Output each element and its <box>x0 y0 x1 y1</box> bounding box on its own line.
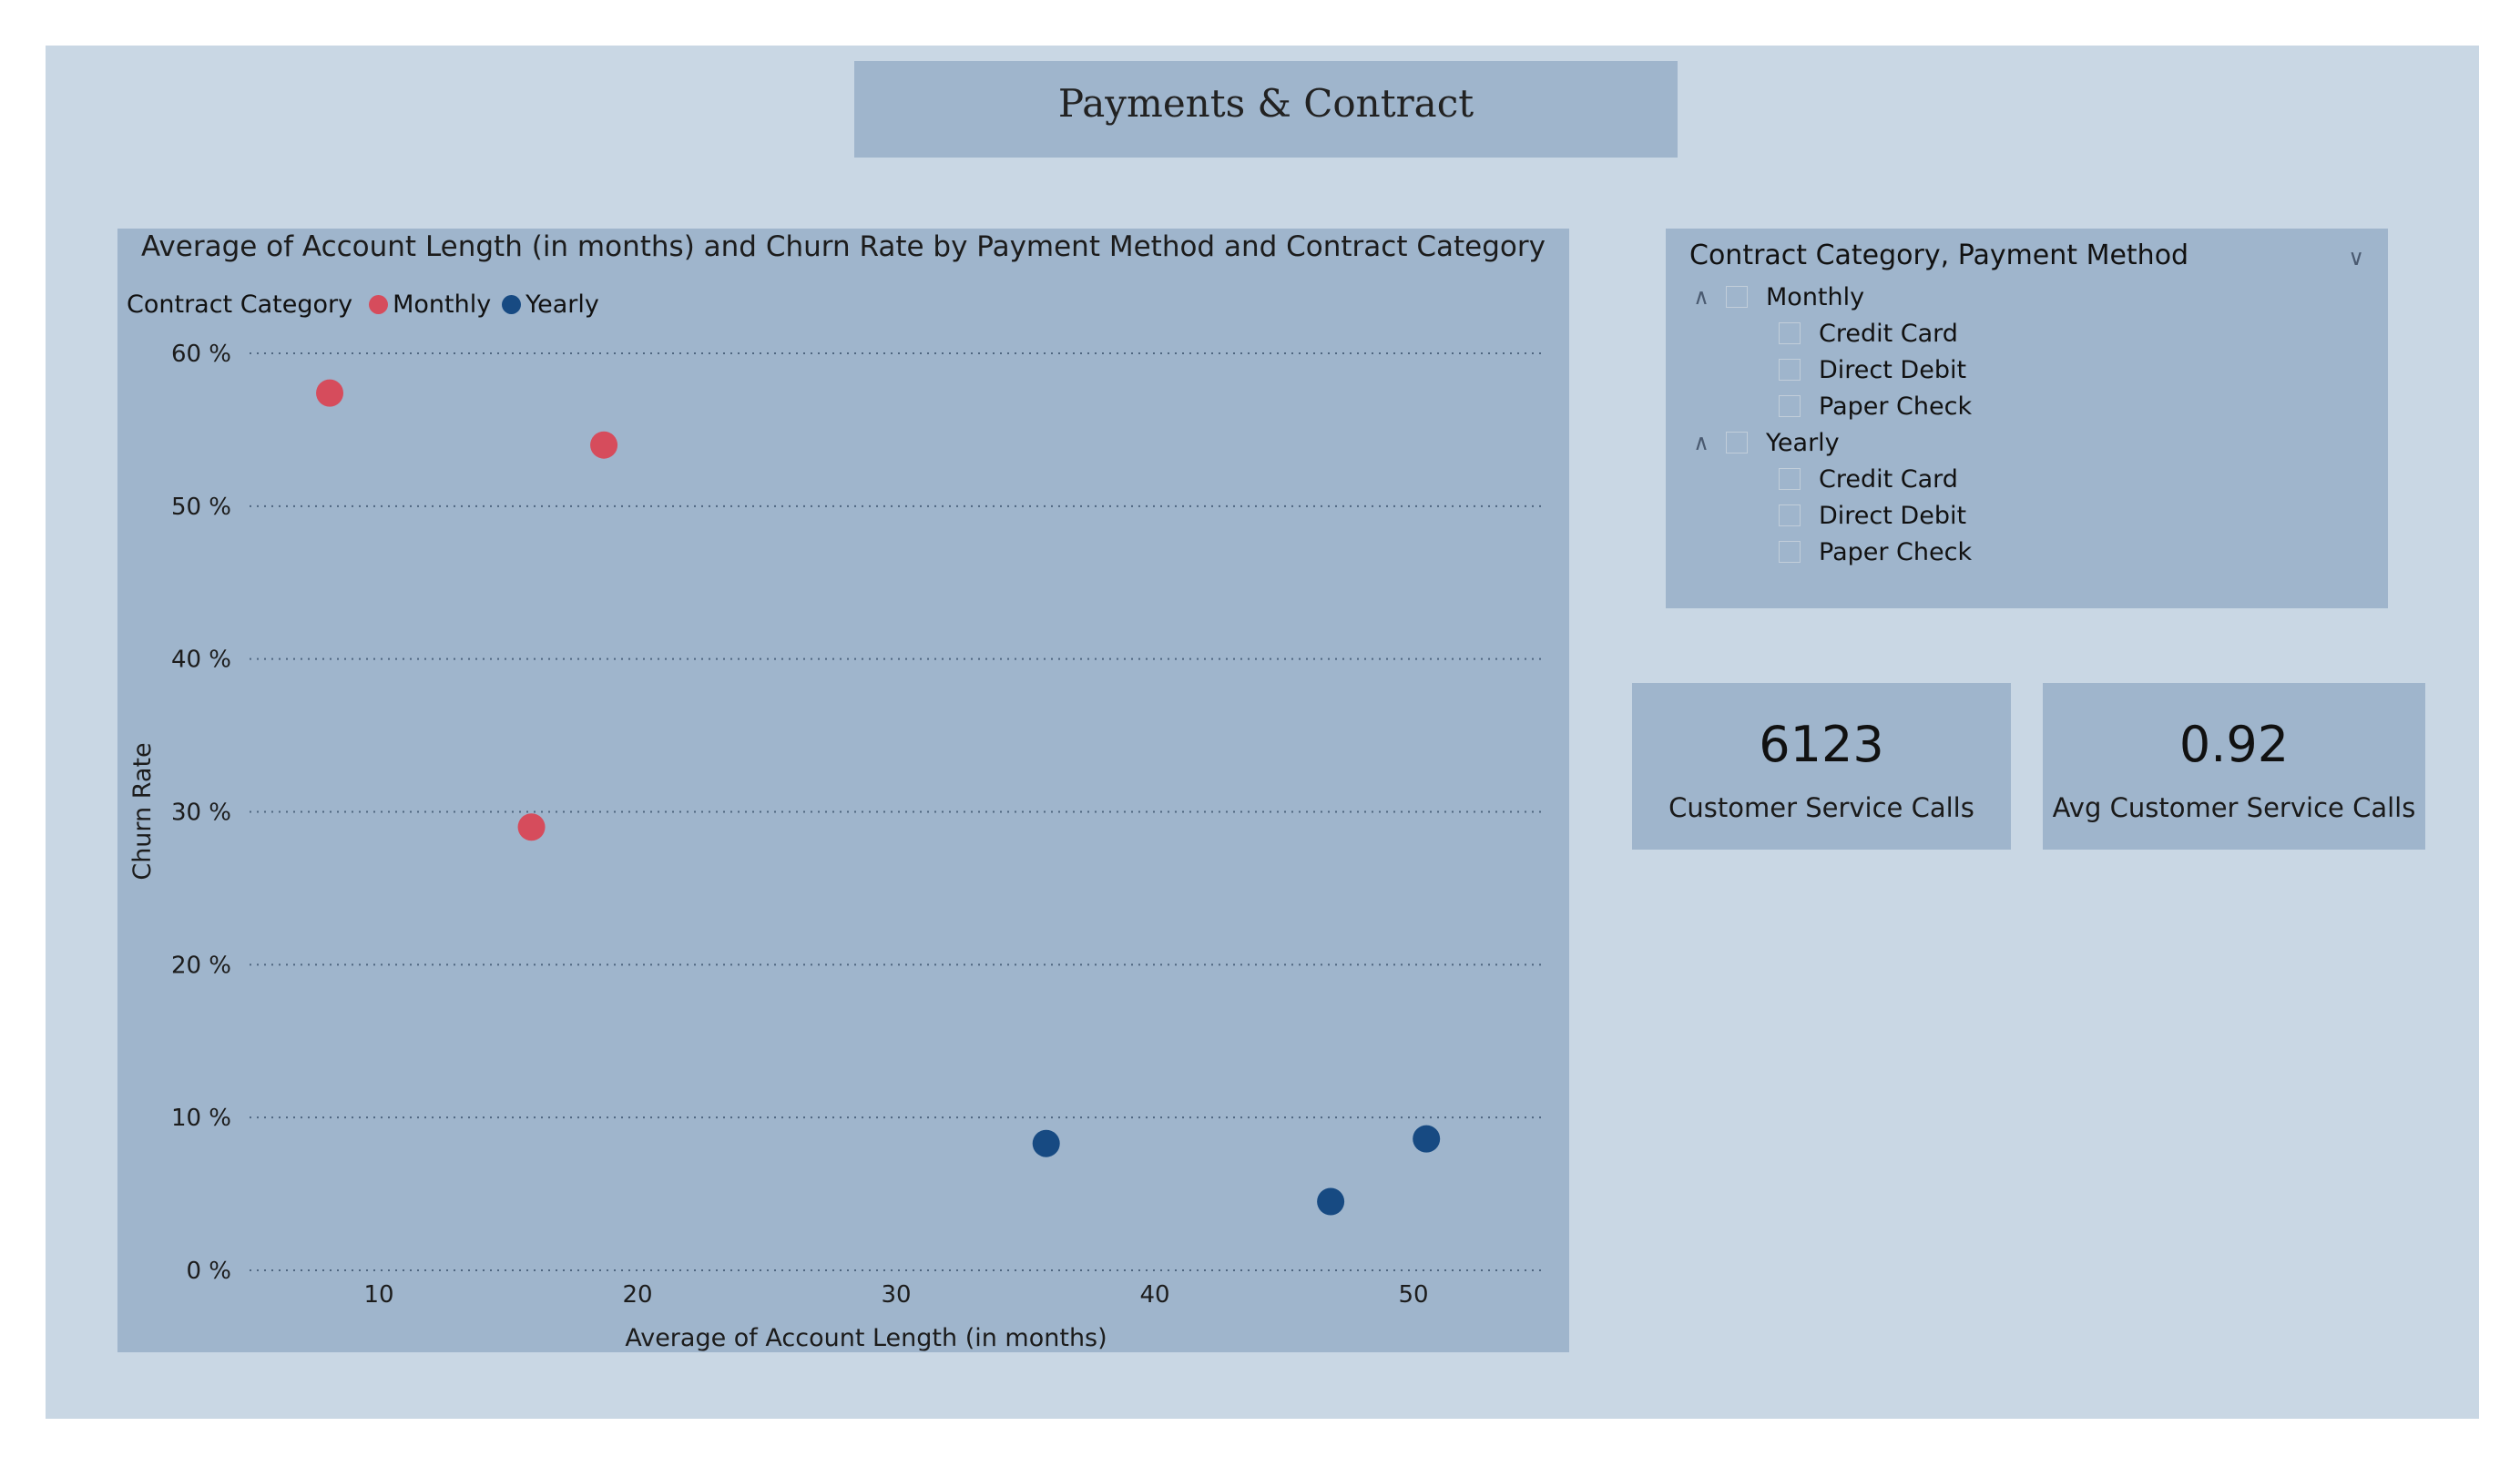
contract-payment-slicer: Contract Category, Payment Method ∨ ∧ Mo… <box>1666 229 2388 608</box>
slicer-item-label: Paper Check <box>1819 537 1973 566</box>
chevron-down-icon[interactable]: ∨ <box>2348 245 2364 270</box>
legend-dot-monthly <box>369 295 389 314</box>
legend-item-yearly[interactable]: Yearly <box>502 290 599 319</box>
y-tick-label: 40 % <box>171 647 231 674</box>
collapse-caret-icon[interactable]: ∧ <box>1693 284 1709 310</box>
legend-label-yearly: Yearly <box>525 290 599 319</box>
data-point-monthly[interactable] <box>517 813 546 841</box>
x-tick-label: 20 <box>622 1281 652 1309</box>
y-tick-label: 10 % <box>171 1105 231 1132</box>
card-value: 6123 <box>1759 716 1884 773</box>
y-axis-label: Churn Rate <box>128 742 157 880</box>
checkbox[interactable] <box>1779 504 1801 526</box>
y-tick-label: 0 % <box>186 1258 231 1285</box>
y-tick-label: 60 % <box>171 341 231 368</box>
chart-title: Average of Account Length (in months) an… <box>141 230 1546 263</box>
card-label: Customer Service Calls <box>1668 792 1974 823</box>
scatter-chart[interactable]: Average of Account Length (in months) an… <box>117 229 1569 1352</box>
slicer-group-label: Yearly <box>1766 428 1840 457</box>
checkbox[interactable] <box>1726 286 1748 308</box>
x-tick-label: 10 <box>363 1281 393 1309</box>
slicer-group-label: Monthly <box>1766 282 1865 311</box>
data-point-yearly[interactable] <box>1032 1129 1060 1157</box>
checkbox[interactable] <box>1779 359 1801 381</box>
card-value: 0.92 <box>2178 716 2290 773</box>
data-point-monthly[interactable] <box>316 379 344 407</box>
slicer-group-yearly[interactable]: ∧ Yearly <box>1688 424 1840 461</box>
legend-dot-yearly <box>502 295 522 314</box>
data-point-yearly[interactable] <box>1317 1187 1345 1216</box>
data-point-monthly[interactable] <box>590 431 618 459</box>
card-avg-customer-service-calls: 0.92 Avg Customer Service Calls <box>2043 683 2425 850</box>
slicer-item-label: Direct Debit <box>1819 501 1967 530</box>
checkbox[interactable] <box>1779 322 1801 344</box>
slicer-item-monthly-direct-debit[interactable]: Direct Debit <box>1779 352 1966 388</box>
checkbox[interactable] <box>1779 541 1801 563</box>
card-customer-service-calls: 6123 Customer Service Calls <box>1632 683 2011 850</box>
slicer-group-monthly[interactable]: ∧ Monthly <box>1688 279 1864 315</box>
page-title: Payments & Contract <box>1057 80 1474 126</box>
slicer-item-label: Direct Debit <box>1819 355 1967 384</box>
slicer-item-label: Credit Card <box>1819 319 1958 348</box>
x-tick-label: 30 <box>881 1281 911 1309</box>
checkbox[interactable] <box>1726 432 1748 453</box>
slicer-item-yearly-credit-card[interactable]: Credit Card <box>1779 461 1958 497</box>
legend-label-monthly: Monthly <box>393 290 492 319</box>
slicer-item-label: Paper Check <box>1819 392 1973 421</box>
plot-area: Churn Rate Average of Account Length (in… <box>128 341 1543 1352</box>
slicer-item-label: Credit Card <box>1819 464 1958 494</box>
y-tick-label: 20 % <box>171 952 231 979</box>
collapse-caret-icon[interactable]: ∧ <box>1693 430 1709 455</box>
x-tick-label: 40 <box>1139 1281 1169 1309</box>
slicer-title: Contract Category, Payment Method <box>1689 239 2189 271</box>
legend-title: Contract Category <box>127 290 353 319</box>
data-point-yearly[interactable] <box>1413 1125 1441 1153</box>
card-label: Avg Customer Service Calls <box>2052 792 2416 823</box>
slicer-item-monthly-credit-card[interactable]: Credit Card <box>1779 315 1958 352</box>
y-tick-label: 50 % <box>171 494 231 521</box>
x-axis-label: Average of Account Length (in months) <box>625 1324 1107 1352</box>
slicer-item-monthly-paper-check[interactable]: Paper Check <box>1779 388 1972 424</box>
chart-legend: Contract Category Monthly Yearly <box>127 290 610 319</box>
slicer-item-yearly-direct-debit[interactable]: Direct Debit <box>1779 497 1966 534</box>
legend-item-monthly[interactable]: Monthly <box>369 290 491 319</box>
x-tick-label: 50 <box>1398 1281 1428 1309</box>
y-tick-label: 30 % <box>171 800 231 827</box>
checkbox[interactable] <box>1779 468 1801 490</box>
slicer-item-yearly-paper-check[interactable]: Paper Check <box>1779 534 1972 570</box>
page-title-box: Payments & Contract <box>854 61 1678 158</box>
checkbox[interactable] <box>1779 395 1801 417</box>
